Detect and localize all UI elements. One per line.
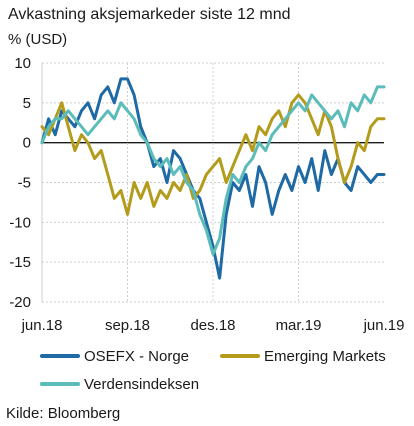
series-line-1 [40,77,386,280]
y-tick-label: -15 [9,254,31,271]
legend-label: OSEFX - Norge [84,348,189,365]
y-tick-label: -20 [9,294,31,311]
x-tick-label: jun.19 [363,317,405,334]
y-tick-label: 0 [23,135,31,152]
legend-label: Emerging Markets [264,348,386,365]
x-tick-label: mar.19 [276,317,322,334]
chart-source: Kilde: Bloomberg [6,405,120,422]
series-line-2 [40,93,386,216]
x-tick-label: des.18 [190,317,235,334]
series-line-3 [40,85,386,256]
y-tick-label: -10 [9,214,31,231]
y-tick-label: 10 [14,55,31,72]
legend-label: Verdensindeksen [84,376,199,393]
x-tick-label: jun.18 [21,317,63,334]
x-tick-label: sep.18 [105,317,150,334]
y-tick-label: 5 [23,95,31,112]
chart-title: Avkastning aksjemarkeder siste 12 mnd [8,6,291,23]
y-tick-label: -5 [18,175,31,192]
chart-subtitle: % (USD) [8,31,67,48]
